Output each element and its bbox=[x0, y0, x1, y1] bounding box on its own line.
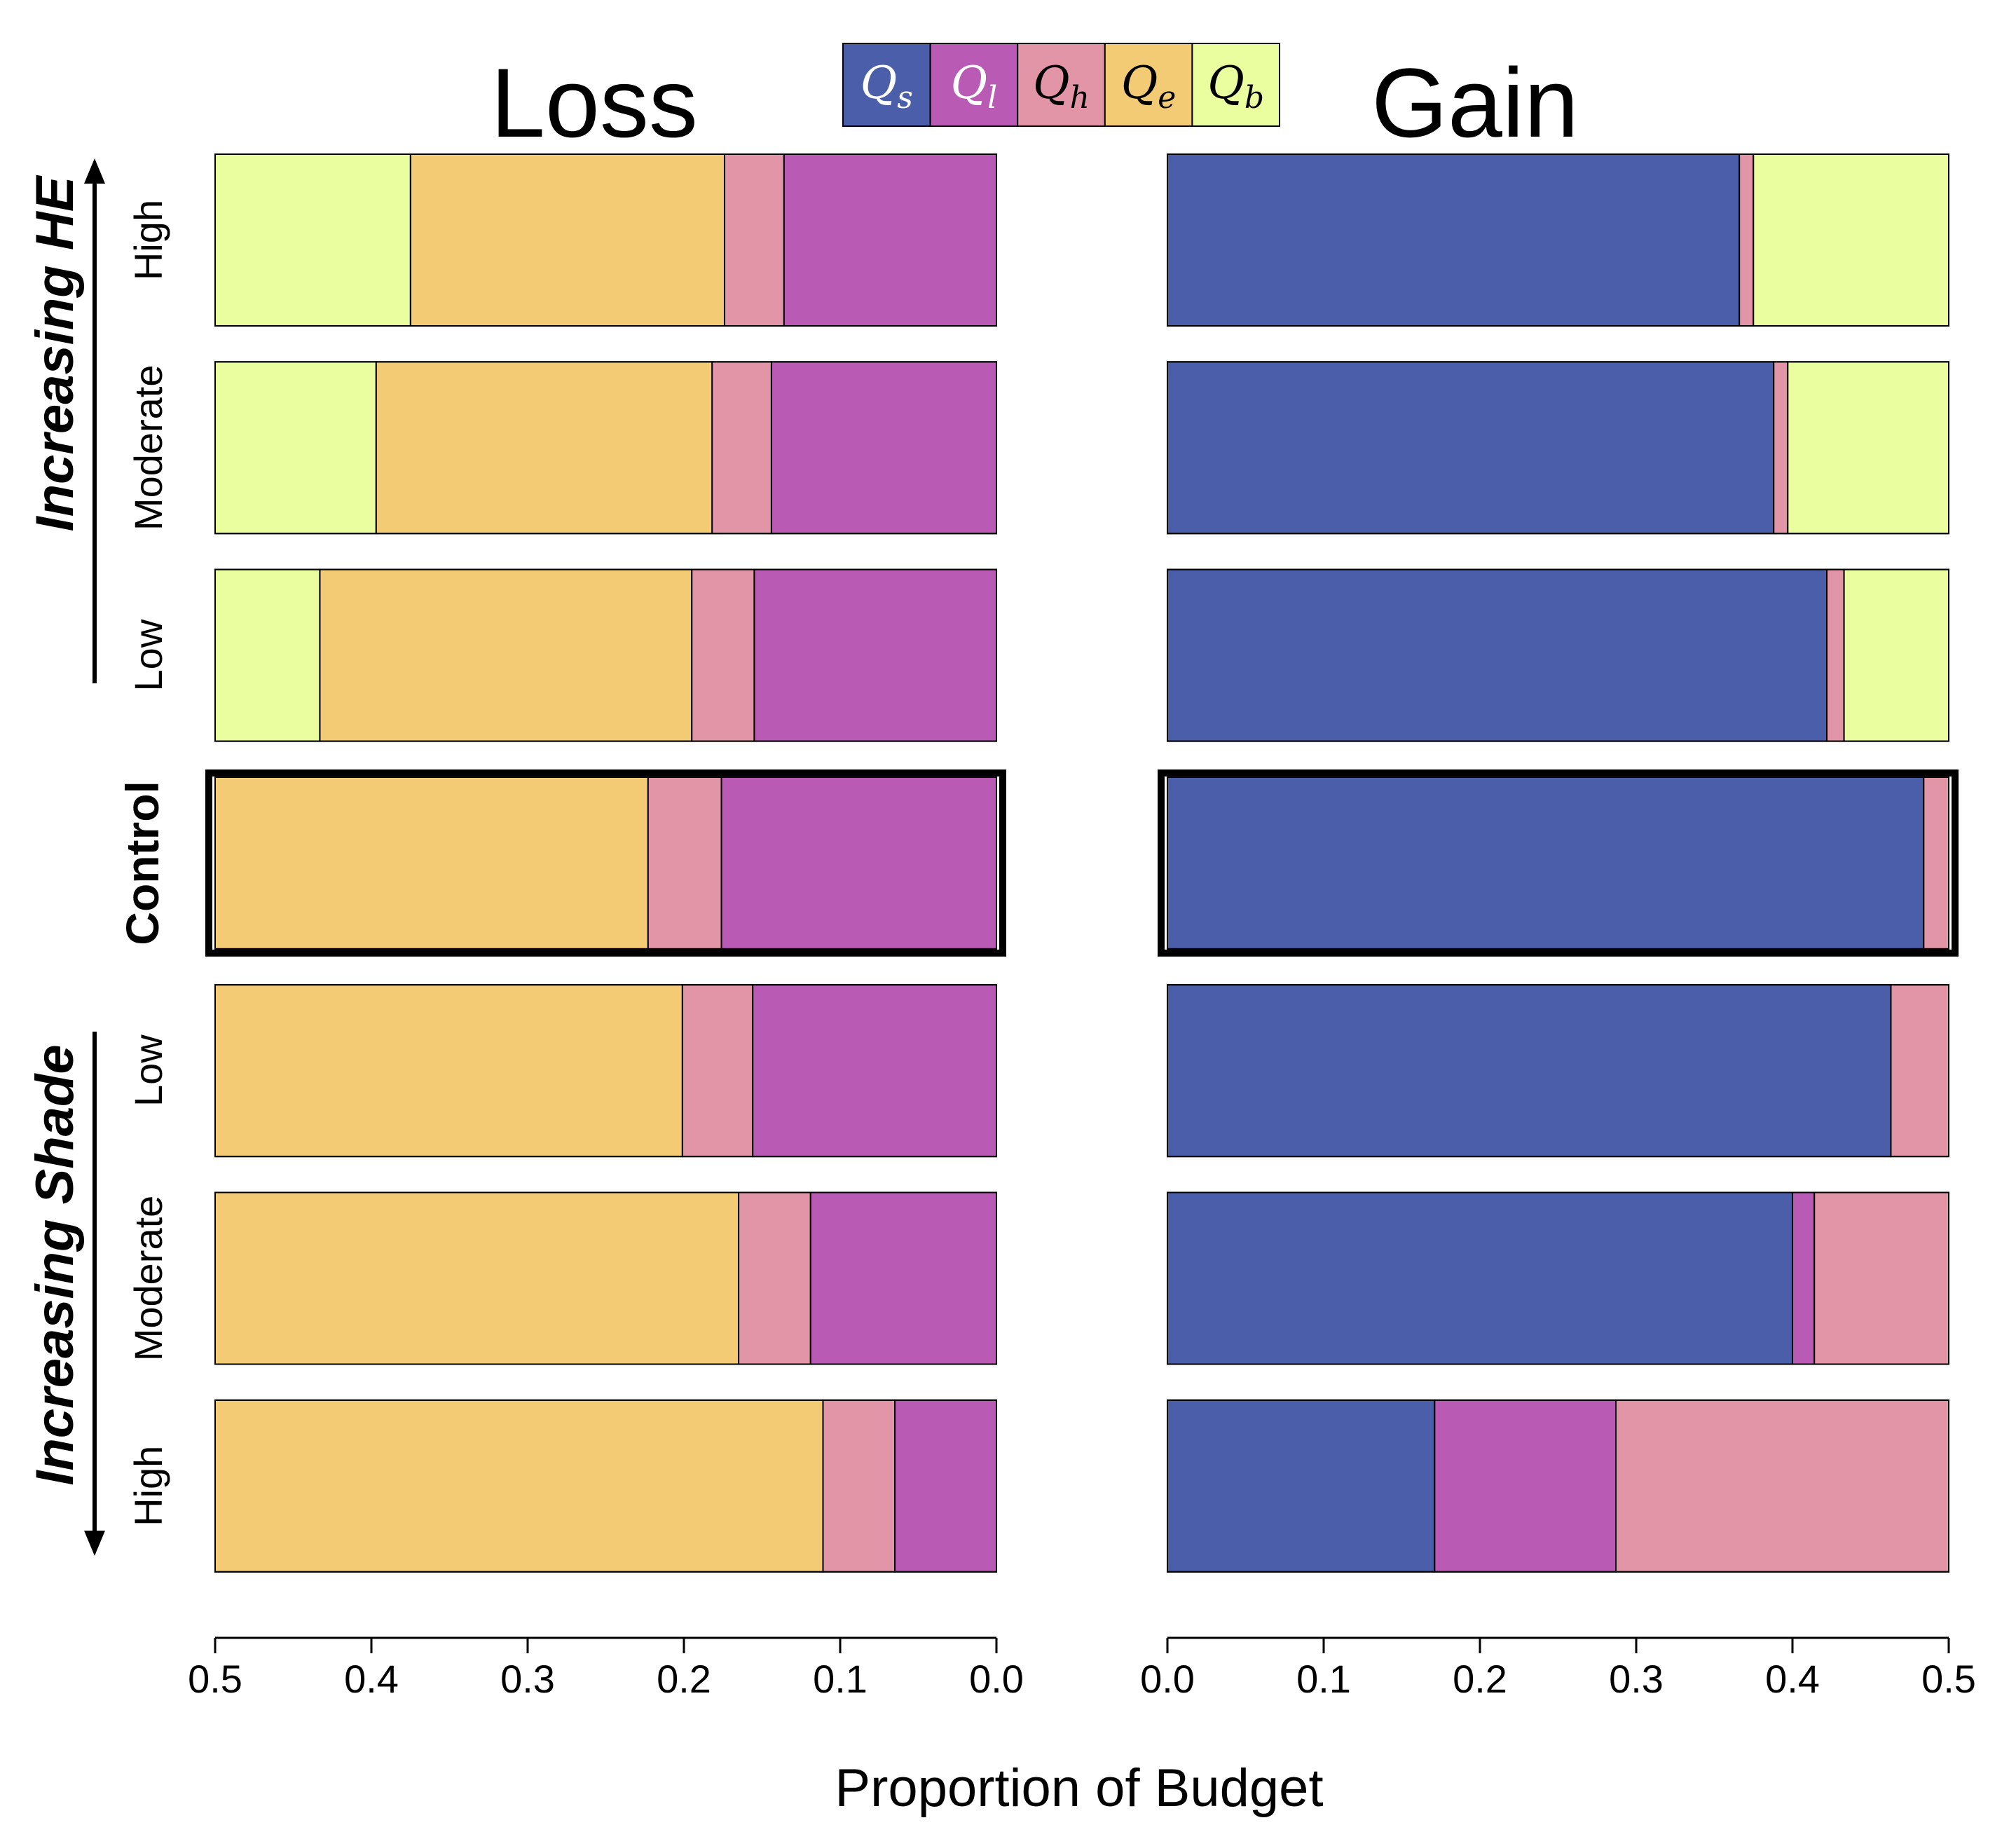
gain-bar-qb-row-2 bbox=[1843, 568, 1950, 742]
gain-bar-qh-row-4 bbox=[1890, 984, 1949, 1158]
loss-bar-qb-row-2 bbox=[214, 568, 321, 742]
loss-bar-outline-row-0 bbox=[214, 153, 997, 327]
gain-bar-qh-row-0 bbox=[1739, 153, 1755, 327]
gain-bar-qh-row-5 bbox=[1813, 1191, 1949, 1365]
gain-x-tick-label-3: 0.3 bbox=[1609, 1657, 1664, 1701]
loss-bar-qe-row-3 bbox=[214, 776, 649, 950]
loss-bar-ql-row-3 bbox=[720, 776, 998, 950]
gain-bar-qb-row-1 bbox=[1787, 361, 1950, 535]
legend: Qs Ql Qh Qe Qb bbox=[842, 43, 1281, 127]
legend-swatch-qs bbox=[842, 43, 931, 127]
row-labels: High Moderate Low Control Low Moderate High bbox=[116, 200, 170, 1526]
gain-bar-qh-row-3 bbox=[1923, 776, 1950, 950]
gain-bar-qh-row-1 bbox=[1773, 361, 1789, 535]
gain-bar-outline-row-1 bbox=[1167, 361, 1949, 535]
row-label-0: High bbox=[126, 200, 170, 280]
gain-bar-qs-row-6 bbox=[1167, 1399, 1436, 1573]
loss-panel-title: Loss bbox=[491, 48, 698, 158]
gain-bar-qs-row-0 bbox=[1167, 153, 1741, 327]
loss-bar-ql-row-1 bbox=[770, 361, 997, 535]
gain-control-highlight bbox=[1158, 769, 1959, 957]
gain-bar-outline-row-6 bbox=[1167, 1399, 1949, 1573]
panel-titles: Loss Gain bbox=[491, 48, 1579, 158]
row-label-2: Low bbox=[126, 619, 170, 691]
loss-x-tick-label-0: 0.5 bbox=[188, 1657, 242, 1701]
loss-bar-qh-row-1 bbox=[711, 361, 772, 535]
gain-bar-outline-row-5 bbox=[1167, 1191, 1949, 1365]
loss-bar-qe-row-5 bbox=[214, 1191, 740, 1365]
gain-x-tick-label-2: 0.2 bbox=[1453, 1657, 1507, 1701]
loss-bar-qe-row-2 bbox=[319, 568, 693, 742]
gain-bar-qs-row-5 bbox=[1167, 1191, 1793, 1365]
loss-bar-outline-row-6 bbox=[214, 1399, 997, 1573]
loss-x-tick-label-2: 0.3 bbox=[500, 1657, 555, 1701]
gain-bar-qh-row-6 bbox=[1615, 1399, 1949, 1573]
axes: 0.5 0.4 0.3 0.2 0.1 0.0 0.0 0.1 0.2 0.3 0.4 0.5 bbox=[188, 1636, 1976, 1701]
loss-x-tick-label-1: 0.4 bbox=[344, 1657, 399, 1701]
gain-bar-outline-row-2 bbox=[1167, 568, 1949, 742]
bars bbox=[205, 153, 1959, 1573]
gain-panel-title: Gain bbox=[1371, 48, 1579, 158]
loss-bar-outline-row-3 bbox=[214, 776, 997, 950]
gain-bar-outline-row-3 bbox=[1167, 776, 1949, 950]
loss-bar-qe-row-4 bbox=[214, 984, 683, 1158]
gain-bar-qs-row-3 bbox=[1167, 776, 1925, 950]
loss-bar-qh-row-4 bbox=[681, 984, 754, 1158]
group-label-increasing-he: Increasing HE bbox=[25, 175, 85, 531]
gain-bar-qs-row-4 bbox=[1167, 984, 1892, 1158]
loss-bar-qh-row-5 bbox=[738, 1191, 811, 1365]
legend-swatch-qb bbox=[1191, 43, 1281, 127]
gain-bar-qh-row-2 bbox=[1826, 568, 1845, 742]
loss-bar-qh-row-2 bbox=[691, 568, 755, 742]
loss-x-tick-label-5: 0.0 bbox=[969, 1657, 1024, 1701]
row-label-6: High bbox=[126, 1446, 170, 1526]
loss-bar-qb-row-1 bbox=[214, 361, 377, 535]
gain-bar-ql-row-6 bbox=[1434, 1399, 1617, 1573]
row-label-5: Moderate bbox=[126, 1196, 170, 1362]
loss-x-tick-label-3: 0.2 bbox=[657, 1657, 711, 1701]
loss-bar-qe-row-0 bbox=[409, 153, 725, 327]
loss-bar-ql-row-6 bbox=[894, 1399, 998, 1573]
gain-x-tick-label-1: 0.1 bbox=[1296, 1657, 1351, 1701]
gain-x-tick-label-5: 0.5 bbox=[1921, 1657, 1976, 1701]
loss-bar-ql-row-0 bbox=[783, 153, 997, 327]
row-label-1: Moderate bbox=[126, 365, 170, 531]
loss-bar-qe-row-1 bbox=[375, 361, 713, 535]
loss-bar-qh-row-0 bbox=[723, 153, 785, 327]
gain-bar-qs-row-1 bbox=[1167, 361, 1775, 535]
group-label-increasing-shade: Increasing Shade bbox=[25, 1044, 85, 1485]
gain-bar-outline-row-0 bbox=[1167, 153, 1949, 327]
gain-x-tick-label-0: 0.0 bbox=[1140, 1657, 1195, 1701]
gain-x-tick-label-4: 0.4 bbox=[1765, 1657, 1820, 1701]
gain-bar-qb-row-0 bbox=[1753, 153, 1949, 327]
loss-bar-qb-row-0 bbox=[214, 153, 411, 327]
x-axis-label: Proportion of Budget bbox=[835, 1758, 1323, 1818]
loss-bar-outline-row-4 bbox=[214, 984, 997, 1158]
increasing-he-arrowhead bbox=[84, 158, 105, 184]
legend-swatch-qe bbox=[1104, 43, 1193, 127]
loss-bar-ql-row-2 bbox=[753, 568, 997, 742]
row-label-3: Control bbox=[116, 781, 168, 945]
loss-bar-outline-row-1 bbox=[214, 361, 997, 535]
loss-bar-qh-row-6 bbox=[822, 1399, 896, 1573]
loss-bar-outline-row-5 bbox=[214, 1191, 997, 1365]
loss-bar-qh-row-3 bbox=[647, 776, 722, 950]
group-labels: Increasing HE Increasing Shade bbox=[25, 158, 105, 1556]
loss-bar-ql-row-5 bbox=[809, 1191, 997, 1365]
loss-bar-ql-row-4 bbox=[752, 984, 997, 1158]
increasing-shade-arrowhead bbox=[84, 1531, 105, 1556]
loss-bar-qe-row-6 bbox=[214, 1399, 824, 1573]
loss-x-tick-label-4: 0.1 bbox=[813, 1657, 868, 1701]
loss-control-highlight bbox=[205, 769, 1006, 957]
row-label-4: Low bbox=[126, 1034, 170, 1107]
gain-bar-outline-row-4 bbox=[1167, 984, 1949, 1158]
loss-bar-outline-row-2 bbox=[214, 568, 997, 742]
gain-bar-qs-row-2 bbox=[1167, 568, 1828, 742]
gain-bar-ql-row-5 bbox=[1792, 1191, 1816, 1365]
